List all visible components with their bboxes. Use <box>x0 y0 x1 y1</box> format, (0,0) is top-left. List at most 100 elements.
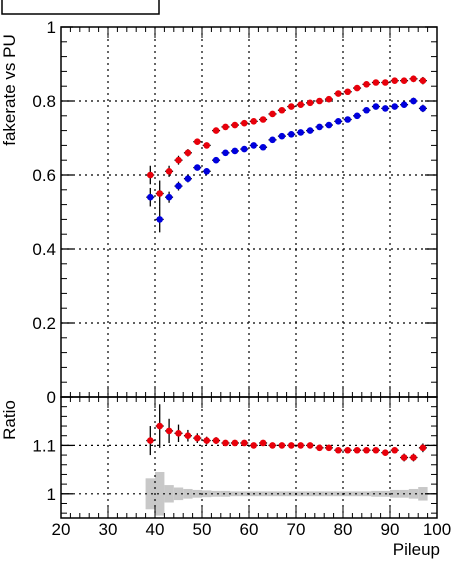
ratio-data-point <box>382 449 389 456</box>
main-data-point <box>241 145 248 153</box>
main-data-point <box>269 110 276 118</box>
ratio-data-point <box>165 427 173 435</box>
ratio-uncertainty-band <box>408 488 419 499</box>
main-data-point <box>194 138 201 145</box>
ratio-data-point <box>344 446 352 454</box>
main-data-point <box>335 118 342 125</box>
main-data-point <box>400 77 408 84</box>
main-data-point <box>353 84 361 92</box>
ratio-data-point <box>241 439 248 447</box>
ratio-data-point <box>156 422 163 430</box>
main-data-point <box>316 97 323 105</box>
ratio-data-point <box>353 446 361 454</box>
ratio-data-point <box>212 437 220 444</box>
ratio-data-point <box>194 434 201 442</box>
ratio-data-point <box>250 442 257 449</box>
ratio-data-point <box>269 442 276 449</box>
ratio-uncertainty-band <box>296 491 306 497</box>
main-data-point <box>410 75 417 83</box>
main-data-point <box>325 121 333 129</box>
main-data-point <box>212 127 220 134</box>
main-y-tick-label: 0.2 <box>32 314 56 333</box>
main-data-point <box>156 216 163 223</box>
ratio-data-point <box>325 444 333 452</box>
ratio-uncertainty-band <box>324 491 334 497</box>
main-data-point <box>147 171 154 179</box>
ratio-data-point <box>372 446 380 454</box>
main-data-point <box>297 129 305 136</box>
main-data-point <box>222 149 229 157</box>
ratio-uncertainty-band <box>390 489 400 498</box>
ratio-uncertainty-band <box>258 491 268 497</box>
ratio-y-axis-title: Ratio <box>0 400 19 440</box>
main-y-tick-label: 1 <box>47 18 56 37</box>
main-y-tick-label: 0.6 <box>32 166 56 185</box>
ratio-data-point <box>147 437 154 444</box>
main-data-point <box>250 142 257 149</box>
ratio-data-point <box>316 444 323 452</box>
ratio-uncertainty-band <box>343 491 353 497</box>
ratio-data-point <box>400 454 408 461</box>
main-data-point <box>231 121 239 129</box>
ratio-data-point <box>175 430 182 437</box>
main-data-point <box>382 105 389 112</box>
x-tick-label: 40 <box>146 520 165 539</box>
main-data-point <box>316 123 323 131</box>
x-tick-label: 50 <box>193 520 212 539</box>
x-tick-label: 80 <box>334 520 353 539</box>
ratio-uncertainty-band <box>305 491 315 497</box>
x-tick-label: 60 <box>240 520 259 539</box>
main-data-point <box>184 175 192 182</box>
main-data-point <box>363 106 370 114</box>
x-tick-label: 30 <box>99 520 118 539</box>
main-data-point <box>306 127 314 134</box>
main-data-point <box>410 97 417 105</box>
ratio-data-point <box>363 446 370 454</box>
ratio-uncertainty-band <box>211 490 221 497</box>
ratio-uncertainty-band <box>286 491 296 497</box>
main-data-point <box>372 79 380 86</box>
main-data-point <box>147 193 154 201</box>
ratio-uncertainty-band <box>155 472 165 516</box>
ratio-data-point <box>306 442 314 449</box>
x-tick-label: 70 <box>287 520 306 539</box>
legend-box <box>1 0 160 15</box>
main-data-point <box>288 103 295 110</box>
main-data-point <box>156 190 163 197</box>
main-data-point <box>165 168 173 175</box>
main-data-point <box>203 168 210 175</box>
ratio-y-tick-label: 1.1 <box>32 436 56 455</box>
main-data-point <box>306 99 314 107</box>
ratio-data-point <box>335 446 342 454</box>
main-data-point <box>391 103 399 110</box>
main-y-tick-label: 0.4 <box>32 240 56 259</box>
ratio-data-point <box>410 454 417 461</box>
ratio-uncertainty-band <box>371 490 381 497</box>
ratio-uncertainty-band <box>220 490 231 497</box>
ratio-uncertainty-band <box>361 491 372 497</box>
main-data-point <box>231 147 239 155</box>
main-data-point <box>353 112 361 120</box>
ratio-data-point <box>288 442 295 449</box>
x-axis-title: Pileup <box>393 540 440 559</box>
main-data-point <box>165 193 173 201</box>
main-y-tick-label: 0 <box>47 388 56 407</box>
x-tick-label: 90 <box>381 520 400 539</box>
main-data-point <box>250 118 257 125</box>
ratio-uncertainty-band <box>192 489 202 498</box>
main-data-point <box>325 95 333 103</box>
ratio-data-point <box>222 439 229 447</box>
main-data-point <box>241 119 248 127</box>
ratio-data-point <box>259 439 267 447</box>
ratio-data-point <box>231 439 239 447</box>
main-y-tick-label: 0.8 <box>32 92 56 111</box>
x-tick-label: 20 <box>52 520 71 539</box>
ratio-uncertainty-band <box>230 491 240 497</box>
ratio-data-point <box>391 446 399 454</box>
ratio-data-point <box>297 442 305 449</box>
main-data-point <box>297 101 305 108</box>
main-y-axis-title: fakerate vs PU <box>0 34 19 146</box>
main-data-point <box>278 106 286 114</box>
ratio-uncertainty-band <box>145 478 155 510</box>
